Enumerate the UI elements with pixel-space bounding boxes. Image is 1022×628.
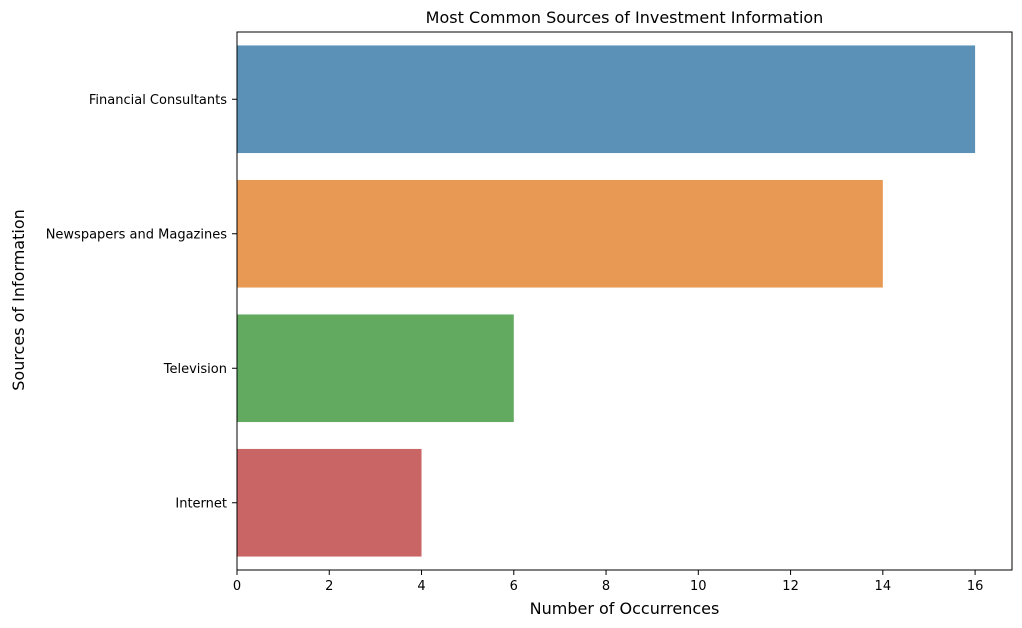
- x-axis-title: Number of Occurrences: [530, 599, 720, 618]
- bar-3: [237, 448, 422, 557]
- x-tick-label-4: 8: [602, 579, 610, 594]
- x-ticks: 0 2 4 6 8 10 12 14 16: [233, 570, 984, 594]
- y-tick-label-3: Internet: [175, 496, 227, 511]
- plot-frame: [236, 31, 1013, 571]
- y-tick-label-1: Newspapers and Magazines: [46, 227, 228, 242]
- chart-title: Most Common Sources of Investment Inform…: [426, 8, 824, 27]
- y-axis-title: Sources of Information: [9, 209, 28, 391]
- x-tick-label-3: 6: [510, 579, 518, 594]
- bar-2: [237, 314, 514, 423]
- bars: [237, 45, 976, 557]
- y-tick-labels: Financial Consultants Newspapers and Maga…: [46, 93, 237, 511]
- x-tick-label-1: 2: [325, 579, 333, 594]
- x-tick-label-6: 12: [782, 579, 799, 594]
- x-tick-label-2: 4: [417, 579, 425, 594]
- x-tick-label-7: 14: [875, 579, 892, 594]
- x-tick-label-8: 16: [967, 579, 984, 594]
- bar-0: [237, 45, 976, 154]
- bar-1: [237, 179, 883, 288]
- x-tick-label-0: 0: [233, 579, 241, 594]
- axes: [236, 31, 1013, 571]
- x-tick-label-5: 10: [690, 579, 707, 594]
- y-tick-label-0: Financial Consultants: [89, 93, 227, 108]
- y-tick-label-2: Television: [163, 362, 227, 377]
